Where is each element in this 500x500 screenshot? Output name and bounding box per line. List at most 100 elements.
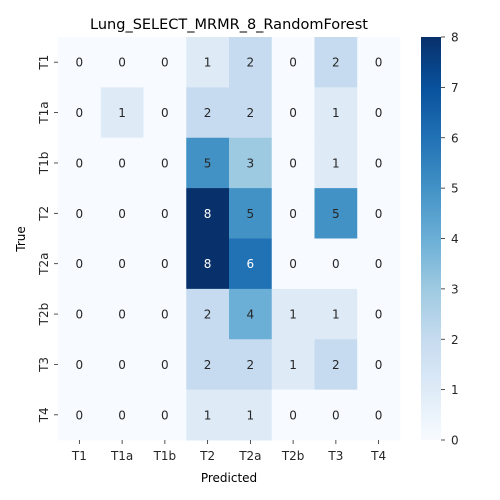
heatmap-cell bbox=[314, 288, 358, 340]
cell-value-label: 0 bbox=[289, 408, 297, 422]
colorbar-tick-label: 6 bbox=[451, 131, 459, 145]
cell-value-label: 0 bbox=[76, 56, 84, 70]
y-tick-label: T2b bbox=[37, 303, 51, 327]
cell-value-label: 0 bbox=[332, 257, 340, 271]
heatmap-cell bbox=[271, 389, 315, 441]
heatmap-cell bbox=[271, 288, 315, 340]
heatmap-cell bbox=[357, 288, 401, 340]
cell-value-label: 2 bbox=[204, 106, 212, 120]
cell-value-label: 0 bbox=[76, 408, 84, 422]
x-tick-label: T1 bbox=[71, 449, 87, 463]
cell-value-label: 0 bbox=[161, 56, 169, 70]
cell-value-label: 1 bbox=[332, 156, 340, 170]
cell-value-label: 0 bbox=[118, 207, 126, 221]
cell-value-label: 8 bbox=[204, 257, 212, 271]
cell-value-label: 0 bbox=[161, 106, 169, 120]
heatmap-cell bbox=[186, 87, 230, 139]
heatmap-cell bbox=[100, 87, 144, 139]
heatmap-cell-labels: 0 0 0 1 2 0 2 0 0 1 0 2 2 0 1 0 0 0 0 5 3 0 1 0 0 0 0 8 5 0 5 0 0 0 0 8 6 0 0 0… bbox=[76, 56, 383, 423]
heatmap-cell bbox=[143, 87, 187, 139]
heatmap-cell bbox=[314, 188, 358, 239]
cell-value-label: 0 bbox=[118, 156, 126, 170]
heatmap-cell bbox=[58, 137, 102, 189]
cell-value-label: 0 bbox=[289, 106, 297, 120]
cell-value-label: 4 bbox=[247, 308, 255, 322]
cell-value-label: 2 bbox=[332, 56, 340, 70]
heatmap-cell bbox=[314, 238, 358, 290]
cell-value-label: 0 bbox=[161, 408, 169, 422]
cell-value-label: 0 bbox=[118, 408, 126, 422]
cell-value-label: 0 bbox=[118, 308, 126, 322]
heatmap-cell bbox=[143, 339, 187, 391]
heatmap-cell bbox=[314, 389, 358, 441]
heatmap-cell bbox=[143, 37, 187, 88]
cell-value-label: 1 bbox=[289, 308, 297, 322]
colorbar-tick-label: 3 bbox=[451, 282, 459, 296]
y-tick-label: T1b bbox=[37, 152, 51, 176]
colorbar-ticks: 0 1 2 3 4 5 6 7 8 bbox=[441, 31, 459, 448]
y-tick-label: T2a bbox=[37, 253, 51, 276]
x-tick-label: T2 bbox=[199, 449, 215, 463]
heatmap-cell bbox=[271, 87, 315, 139]
cell-value-label: 0 bbox=[76, 156, 84, 170]
cell-value-label: 2 bbox=[332, 358, 340, 372]
cell-value-label: 5 bbox=[332, 207, 340, 221]
colorbar-tick-label: 1 bbox=[451, 383, 459, 397]
cell-value-label: 0 bbox=[76, 358, 84, 372]
heatmap-cell bbox=[100, 37, 144, 88]
heatmap-cell bbox=[314, 87, 358, 139]
heatmap-cell bbox=[271, 188, 315, 239]
heatmap-cell bbox=[314, 137, 358, 189]
colorbar-tick-label: 0 bbox=[451, 434, 459, 448]
heatmap-cell bbox=[357, 37, 401, 88]
heatmap-cell bbox=[357, 137, 401, 189]
cell-value-label: 2 bbox=[247, 106, 255, 120]
cell-value-label: 0 bbox=[161, 308, 169, 322]
colorbar-tick-label: 4 bbox=[451, 232, 459, 246]
cell-value-label: 8 bbox=[204, 207, 212, 221]
cell-value-label: 3 bbox=[247, 156, 255, 170]
heatmap-cell bbox=[186, 188, 230, 239]
heatmap-cell bbox=[271, 37, 315, 88]
heatmap-cell bbox=[58, 37, 102, 88]
y-tick-label: T4 bbox=[37, 407, 51, 423]
heatmap-cell bbox=[186, 37, 230, 88]
heatmap-cell bbox=[143, 288, 187, 340]
x-tick-label: T2b bbox=[281, 449, 305, 463]
heatmap-cell bbox=[357, 389, 401, 441]
heatmap-cell bbox=[186, 238, 230, 290]
cell-value-label: 0 bbox=[375, 207, 383, 221]
cell-value-label: 2 bbox=[204, 308, 212, 322]
cell-value-label: 0 bbox=[161, 156, 169, 170]
heatmap-cell bbox=[357, 87, 401, 139]
heatmap-cell bbox=[58, 389, 102, 441]
heatmap-cell bbox=[357, 238, 401, 290]
cell-value-label: 5 bbox=[204, 156, 212, 170]
heatmap-cell bbox=[100, 238, 144, 290]
heatmap-cell bbox=[314, 37, 358, 88]
cell-value-label: 0 bbox=[118, 56, 126, 70]
cell-value-label: 0 bbox=[76, 257, 84, 271]
cell-value-label: 0 bbox=[76, 308, 84, 322]
chart-title: Lung_SELECT_MRMR_8_RandomForest bbox=[90, 17, 368, 33]
heatmap-cell bbox=[314, 339, 358, 391]
cell-value-label: 0 bbox=[161, 358, 169, 372]
heatmap-cell bbox=[58, 339, 102, 391]
heatmap-cell bbox=[229, 137, 273, 189]
cell-value-label: 1 bbox=[332, 308, 340, 322]
cell-value-label: 0 bbox=[375, 257, 383, 271]
y-tick-label: T1 bbox=[37, 55, 51, 71]
cell-value-label: 5 bbox=[247, 207, 255, 221]
heatmap-cell bbox=[100, 188, 144, 239]
cell-value-label: 1 bbox=[118, 106, 126, 120]
heatmap-cell bbox=[229, 37, 273, 88]
x-tick-label: T2a bbox=[238, 449, 261, 463]
cell-value-label: 0 bbox=[289, 257, 297, 271]
heatmap-cell bbox=[143, 188, 187, 239]
heatmap-cell bbox=[58, 288, 102, 340]
colorbar-tick-label: 5 bbox=[451, 182, 459, 196]
cell-value-label: 0 bbox=[161, 207, 169, 221]
cell-value-label: 6 bbox=[247, 257, 255, 271]
heatmap-cell bbox=[143, 389, 187, 441]
